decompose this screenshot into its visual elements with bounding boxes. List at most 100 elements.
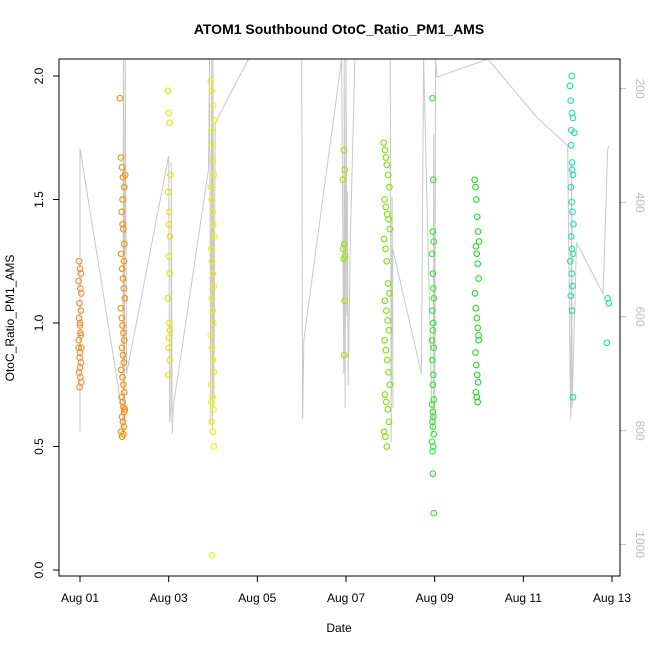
data-point [474, 378, 482, 386]
data-point [567, 183, 575, 191]
data-point [383, 443, 391, 450]
data-point [118, 164, 126, 171]
data-point [75, 257, 83, 265]
data-point [207, 381, 215, 389]
data-point [383, 161, 391, 169]
data-point [209, 208, 216, 216]
data-point [569, 114, 577, 122]
data-point [165, 208, 173, 216]
data-point [207, 398, 215, 406]
data-point [120, 240, 128, 248]
data-point [340, 146, 348, 154]
data-point [430, 294, 438, 302]
data-point [429, 443, 437, 450]
data-point [474, 324, 482, 332]
data-point [166, 270, 173, 277]
data-point [567, 141, 575, 149]
data-point [119, 418, 127, 426]
data-point [117, 250, 125, 258]
data-point [117, 304, 125, 312]
data-point [381, 391, 389, 398]
data-point [382, 433, 389, 440]
data-point [383, 257, 391, 265]
series-1 [116, 94, 129, 440]
data-point [207, 126, 215, 134]
x-tick-label: Aug 07 [327, 591, 365, 605]
data-point [210, 319, 217, 327]
y-axis-label: OtoC_Ratio_PM1_AMS [3, 255, 17, 382]
data-point [472, 388, 480, 396]
data-point [77, 290, 85, 297]
data-point [567, 97, 575, 105]
data-point [165, 344, 173, 352]
data-point [77, 329, 84, 337]
data-point [568, 166, 576, 174]
data-point [566, 82, 574, 90]
data-point [116, 94, 124, 102]
data-point [340, 255, 348, 263]
data-point [385, 418, 393, 426]
series-7 [471, 176, 483, 406]
data-point [473, 250, 481, 258]
data-point [568, 198, 576, 206]
data-point [381, 336, 388, 344]
data-point [430, 430, 438, 438]
data-point [569, 250, 577, 258]
data-point [384, 280, 392, 287]
data-point [429, 270, 437, 277]
data-point [429, 94, 436, 102]
data-point [120, 285, 128, 292]
data-point [121, 406, 129, 413]
data-point [429, 285, 437, 292]
data-point [117, 366, 125, 374]
data-point [165, 220, 173, 228]
data-point [569, 393, 577, 401]
data-point [207, 77, 215, 85]
data-point [208, 141, 216, 149]
data-point [383, 356, 391, 364]
data-point [475, 332, 482, 339]
data-point [117, 154, 125, 161]
data-point [121, 294, 129, 302]
data-point [341, 166, 349, 174]
data-point [118, 413, 126, 421]
data-point [570, 220, 577, 228]
data-point [208, 257, 216, 265]
data-point [207, 183, 215, 191]
data-point [75, 277, 83, 285]
y2-tick-label: 200 [633, 79, 647, 99]
data-point [381, 196, 388, 203]
data-point [568, 72, 576, 80]
data-point [75, 314, 83, 322]
data-point [210, 171, 218, 179]
x-tick-label: Aug 09 [416, 591, 454, 605]
data-point [380, 139, 388, 147]
data-point [382, 203, 390, 211]
data-point [429, 319, 437, 327]
data-point [471, 176, 478, 184]
data-point [164, 294, 172, 302]
data-point [120, 359, 128, 366]
data-point [472, 243, 480, 250]
data-point [566, 257, 574, 265]
data-point [428, 401, 436, 408]
y-tick-label: 0.0 [32, 561, 46, 578]
points-layer [75, 72, 613, 559]
y2-tick-label: 400 [633, 193, 647, 213]
data-point [165, 334, 173, 342]
data-point [381, 146, 389, 154]
data-point [429, 470, 437, 478]
data-point [567, 233, 575, 240]
data-point [474, 260, 482, 268]
data-point [119, 196, 126, 203]
data-point [164, 87, 172, 95]
data-point [210, 220, 217, 228]
data-point [429, 381, 437, 389]
data-point [430, 344, 438, 352]
data-point [472, 349, 479, 356]
chart-title: ATOM1 Southbound OtoC_Ratio_PM1_AMS [194, 21, 484, 37]
data-point [209, 356, 217, 364]
data-point [568, 270, 576, 277]
